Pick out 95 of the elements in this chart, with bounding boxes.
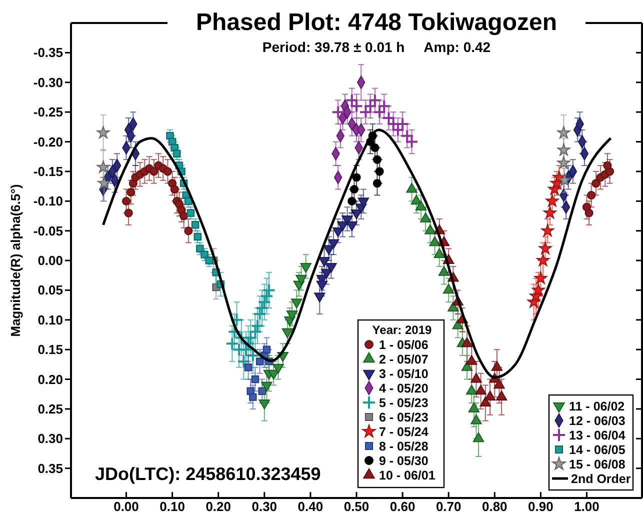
point xyxy=(424,224,436,234)
legend-title: Year: 2019 xyxy=(372,323,432,338)
point xyxy=(438,266,450,276)
legend-label: 10 - 06/01 xyxy=(379,468,436,482)
point xyxy=(470,372,482,383)
x-tick-label: 0.20 xyxy=(206,499,232,514)
y-tick-label: 0.05 xyxy=(38,282,63,298)
y-tick-label: -0.20 xyxy=(33,134,63,150)
point xyxy=(191,221,200,229)
x-tick-label: 0.90 xyxy=(528,499,554,514)
point xyxy=(443,284,454,294)
point xyxy=(546,194,559,207)
y-tick-label: 0.10 xyxy=(38,312,63,328)
point xyxy=(461,337,473,348)
point xyxy=(541,224,554,236)
legend-label: 8 - 05/28 xyxy=(379,439,428,454)
legend-label: 14 - 06/05 xyxy=(569,442,626,457)
legend-label: 2nd Order xyxy=(571,472,631,486)
x-tick-label: 0.40 xyxy=(298,499,324,514)
point xyxy=(420,212,432,222)
point xyxy=(592,179,600,188)
y-tick-label: -0.15 xyxy=(33,164,63,179)
y-tick-label: 0.00 xyxy=(38,253,63,268)
x-tick-label: 0.10 xyxy=(160,499,185,514)
point xyxy=(251,375,260,384)
point xyxy=(194,232,202,241)
point xyxy=(534,271,548,284)
legend-label: 6 - 05/23 xyxy=(379,410,428,424)
point xyxy=(96,160,110,173)
point xyxy=(186,209,195,217)
point xyxy=(415,200,427,211)
x-tick-label: 0.60 xyxy=(390,499,416,514)
legend-label: 13 - 06/04 xyxy=(569,428,626,442)
y-tick-label: -0.35 xyxy=(33,45,63,60)
point xyxy=(557,156,570,169)
legend-label: 7 - 05/24 xyxy=(379,424,428,439)
point xyxy=(429,236,440,246)
point xyxy=(480,396,492,406)
point xyxy=(475,384,486,395)
point xyxy=(249,393,257,401)
chart-title: Phased Plot: 4748 Tokiwagozen xyxy=(196,9,557,36)
y-tick-label: -0.25 xyxy=(33,104,63,120)
legend-label: 12 - 06/03 xyxy=(569,414,626,428)
y-axis-title: Magnitude(R) alpha(6.5°) xyxy=(8,184,23,337)
y-tick-label: -0.30 xyxy=(33,74,63,90)
text: Period: 39.78 ± 0.01 h Amp: 0.42 xyxy=(262,39,491,55)
point xyxy=(538,242,552,254)
legend-label: 9 - 05/30 xyxy=(379,454,428,468)
point xyxy=(173,150,181,158)
x-tick-label: 0.80 xyxy=(482,499,508,514)
x-tick-label: 1.00 xyxy=(574,499,600,514)
point xyxy=(184,226,193,236)
x-tick-label: 0.70 xyxy=(436,499,462,514)
point xyxy=(200,250,208,258)
point xyxy=(536,254,550,266)
point xyxy=(196,244,204,252)
point xyxy=(331,105,345,119)
point xyxy=(350,99,364,113)
point xyxy=(405,135,418,148)
legend-label: 5 - 05/23 xyxy=(379,396,428,410)
point xyxy=(256,358,264,366)
point xyxy=(406,182,418,193)
legend-label: 11 - 06/02 xyxy=(569,399,625,414)
point xyxy=(466,355,478,365)
y-tick-label: -0.10 xyxy=(33,194,63,209)
point xyxy=(587,190,596,200)
legend-label: 1 - 05/06 xyxy=(379,338,428,352)
point xyxy=(163,167,172,176)
point xyxy=(532,283,545,296)
legend-label: 2 - 05/07 xyxy=(379,352,428,366)
annotation: JDo(LTC): 2458610.323459 xyxy=(95,464,321,484)
point xyxy=(543,206,556,219)
point xyxy=(96,126,110,138)
legend-label: 15 - 06/08 xyxy=(569,457,626,472)
legend-label: 3 - 05/10 xyxy=(379,366,428,381)
x-tick-label: 0.50 xyxy=(344,499,370,514)
y-tick-label: 0.20 xyxy=(38,372,63,387)
y-tick-label: 0.35 xyxy=(38,460,63,476)
x-tick-label: 0.00 xyxy=(114,499,139,514)
x-tick-label: 0.30 xyxy=(252,499,278,514)
y-tick-label: 0.25 xyxy=(38,401,63,416)
point xyxy=(484,390,496,401)
point xyxy=(558,174,572,186)
point xyxy=(98,176,111,189)
point xyxy=(557,126,570,138)
point xyxy=(410,194,422,205)
y-tick-label: 0.30 xyxy=(38,431,63,446)
legend-label: 4 - 05/20 xyxy=(379,381,428,396)
point xyxy=(205,256,213,264)
point xyxy=(434,248,445,258)
point xyxy=(557,143,570,156)
point xyxy=(496,390,508,401)
y-tick-label: -0.05 xyxy=(33,223,63,238)
point xyxy=(150,167,158,176)
y-tick-label: 0.15 xyxy=(38,342,63,358)
